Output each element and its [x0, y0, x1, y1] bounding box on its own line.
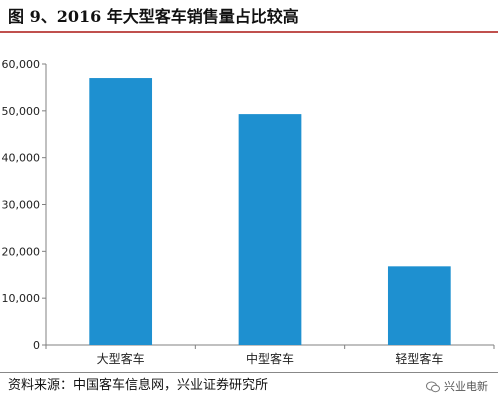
watermark: 兴业电新: [426, 377, 488, 397]
y-axis: 0 10,000 20,000 30,000 40,000 50,000 60,000: [2, 58, 47, 352]
y-tick-label: 30,000: [2, 199, 41, 212]
y-tick-label: 40,000: [2, 152, 41, 165]
bar: [89, 78, 153, 346]
bar: [238, 114, 302, 345]
x-tick-label: 轻型客车: [395, 351, 443, 366]
source-note: 资料来源：中国客车信息网，兴业证券研究所: [8, 378, 269, 393]
chart-title: 图 9、2016 年大型客车销售量占比较高: [8, 7, 299, 26]
x-tick-label: 中型客车: [246, 351, 294, 366]
x-tick-label: 大型客车: [97, 351, 145, 366]
y-tick-label: 10,000: [2, 292, 41, 305]
y-tick-label: 50,000: [2, 105, 41, 118]
bar: [387, 266, 451, 345]
source-divider: [0, 372, 498, 373]
y-tick-label: 60,000: [2, 58, 41, 71]
title-divider: [0, 31, 498, 33]
bar-chart: 0 10,000 20,000 30,000 40,000 50,000 60,000 大型…: [2, 58, 495, 366]
y-tick-label: 0: [33, 339, 40, 352]
bars: [89, 78, 451, 346]
watermark-text: 兴业电新: [444, 380, 488, 393]
wechat-icon: [426, 381, 440, 393]
y-tick-label: 20,000: [2, 245, 41, 258]
x-axis: 大型客车 中型客车 轻型客车: [45, 344, 495, 366]
